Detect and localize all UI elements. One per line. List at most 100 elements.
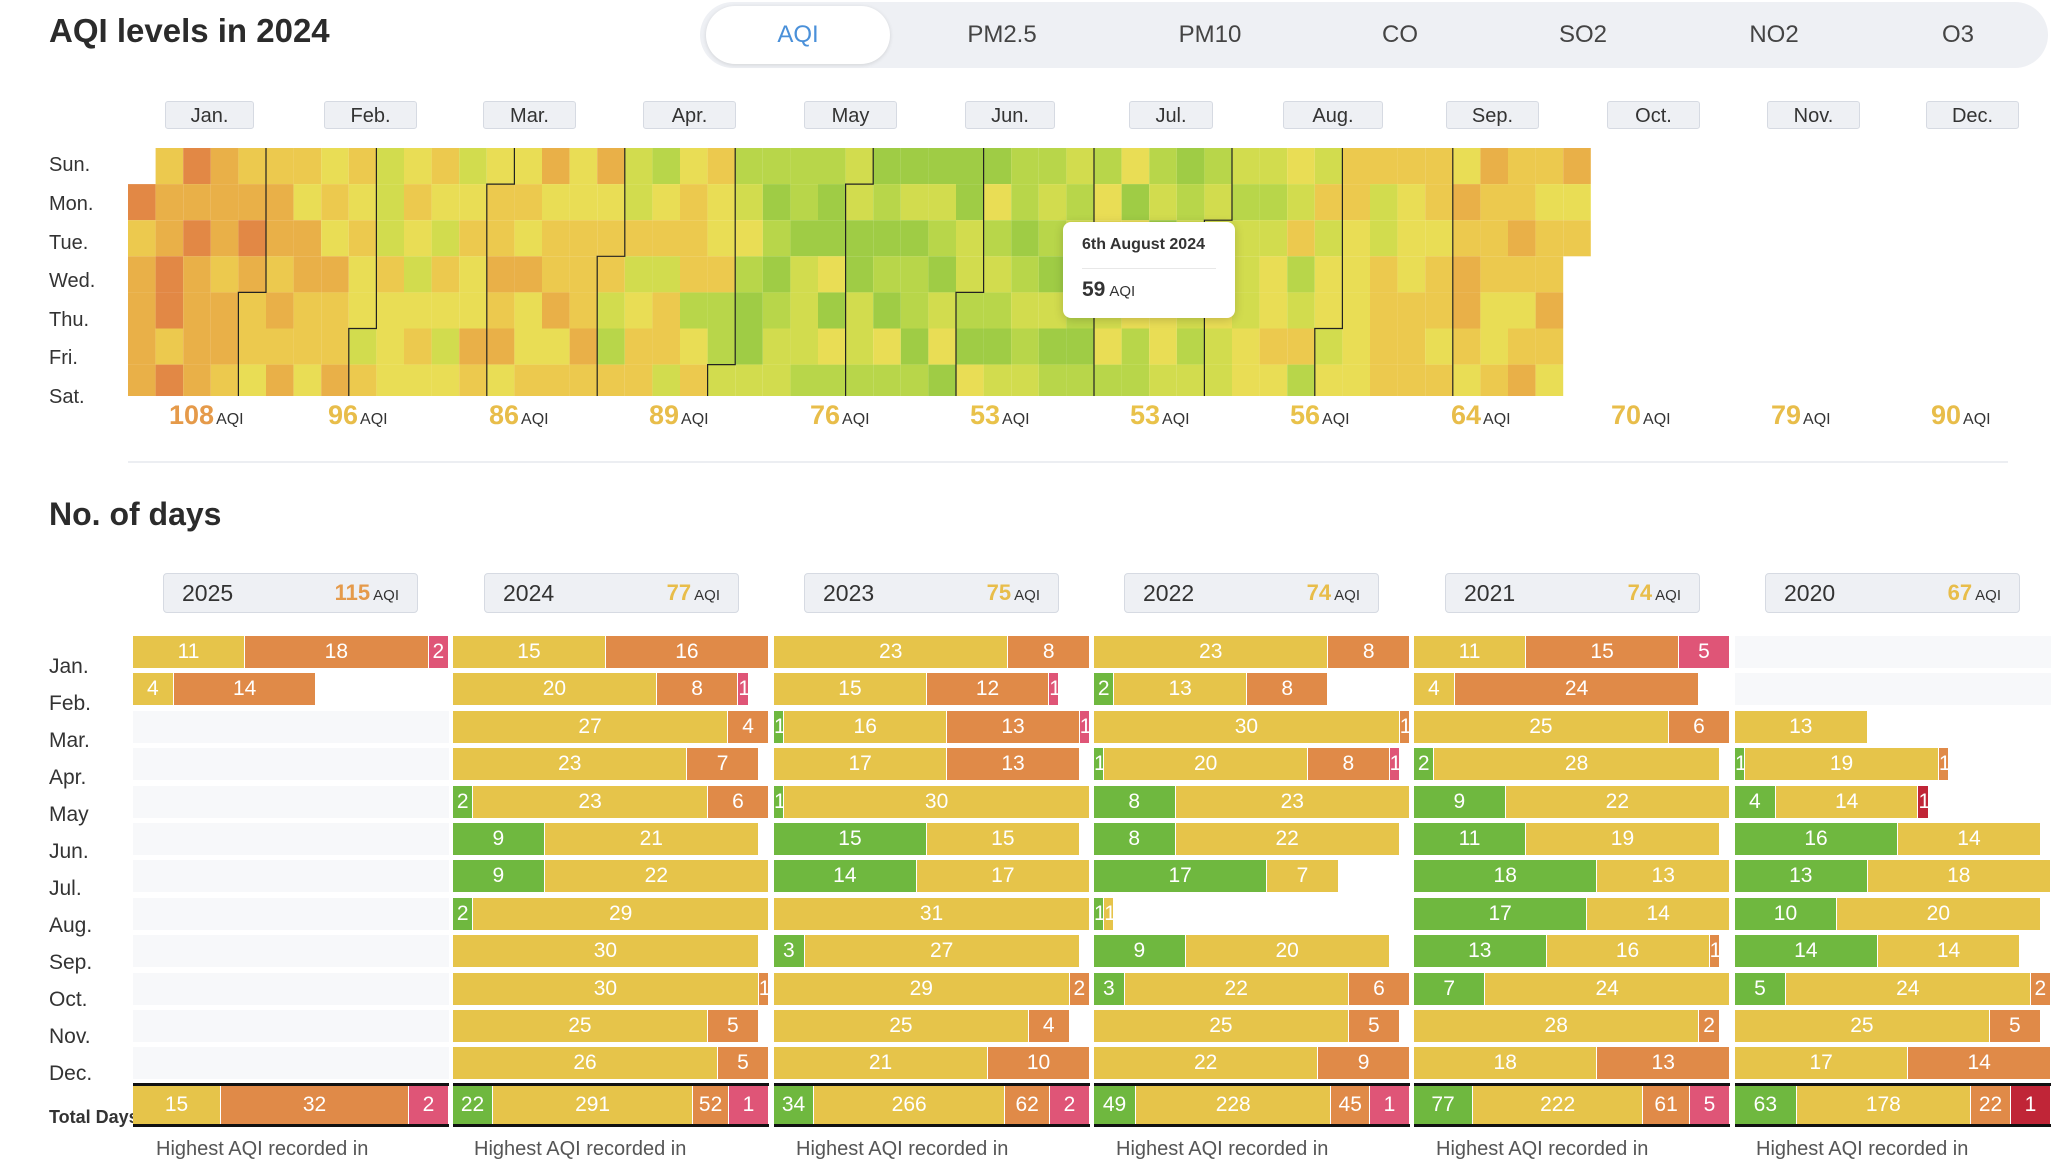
calendar-day-cell[interactable]	[597, 256, 625, 293]
calendar-day-cell[interactable]	[735, 256, 763, 293]
calendar-day-cell[interactable]	[542, 328, 570, 365]
total-bar-segment[interactable]: 22	[1971, 1086, 2010, 1124]
bar-segment[interactable]: 14	[1908, 1047, 2050, 1080]
calendar-day-cell[interactable]	[735, 220, 763, 257]
calendar-day-cell[interactable]	[155, 184, 184, 221]
calendar-day-cell[interactable]	[790, 220, 818, 257]
calendar-day-cell[interactable]	[680, 148, 708, 185]
bar-segment[interactable]: 13	[1735, 860, 1867, 893]
calendar-day-cell[interactable]	[845, 220, 874, 257]
calendar-day-cell[interactable]	[680, 220, 708, 257]
calendar-day-cell[interactable]	[293, 220, 322, 257]
bar-segment[interactable]: 16	[1735, 823, 1898, 855]
calendar-day-cell[interactable]	[183, 364, 211, 396]
calendar-day-cell[interactable]	[597, 220, 625, 257]
calendar-day-cell[interactable]	[1452, 328, 1481, 365]
bar-segment[interactable]: 13	[1735, 710, 1867, 743]
calendar-day-cell[interactable]	[597, 328, 625, 365]
calendar-day-cell[interactable]	[1066, 148, 1094, 185]
bar-segment[interactable]: 15	[1526, 636, 1679, 668]
bar-segment[interactable]: 27	[804, 935, 1079, 968]
calendar-day-cell[interactable]	[1287, 364, 1315, 396]
calendar-day-cell[interactable]	[873, 220, 901, 257]
calendar-day-cell[interactable]	[155, 364, 184, 396]
calendar-day-cell[interactable]	[569, 364, 598, 396]
bar-segment[interactable]: 13	[1597, 860, 1729, 893]
calendar-day-cell[interactable]	[1204, 364, 1232, 396]
calendar-day-cell[interactable]	[845, 148, 874, 185]
calendar-day-cell[interactable]	[459, 256, 487, 293]
calendar-day-cell[interactable]	[983, 292, 1012, 329]
calendar-day-cell[interactable]	[266, 220, 294, 257]
calendar-day-cell[interactable]	[1149, 328, 1177, 365]
calendar-day-cell[interactable]	[900, 256, 929, 293]
bar-segment[interactable]: 5	[707, 1010, 758, 1042]
bar-segment[interactable]: 14	[1898, 823, 2040, 855]
calendar-day-cell[interactable]	[928, 148, 956, 185]
calendar-day-cell[interactable]	[1232, 328, 1260, 365]
total-bar-segment[interactable]: 266	[814, 1086, 1005, 1124]
bar-segment[interactable]: 25	[1735, 1010, 1989, 1042]
calendar-day-cell[interactable]	[210, 184, 239, 221]
bar-segment[interactable]: 1	[1079, 710, 1089, 743]
calendar-day-cell[interactable]	[431, 256, 460, 293]
bar-segment[interactable]: 15	[453, 636, 605, 668]
calendar-day-cell[interactable]	[486, 256, 515, 293]
bar-segment[interactable]: 14	[1587, 897, 1729, 930]
tab-pm25[interactable]: PM2.5	[967, 21, 1037, 48]
bar-segment[interactable]: 25	[774, 1010, 1028, 1042]
calendar-day-cell[interactable]	[321, 292, 349, 329]
bar-segment[interactable]: 17	[774, 748, 947, 781]
calendar-day-cell[interactable]	[1370, 184, 1398, 221]
calendar-day-cell[interactable]	[1314, 292, 1343, 329]
bar-segment[interactable]: 7	[1414, 972, 1485, 1005]
calendar-day-cell[interactable]	[183, 220, 211, 257]
calendar-day-cell[interactable]	[707, 292, 736, 329]
calendar-day-cell[interactable]	[983, 328, 1012, 365]
calendar-day-cell[interactable]	[128, 184, 156, 221]
calendar-day-cell[interactable]	[1314, 328, 1343, 365]
calendar-day-cell[interactable]	[956, 328, 984, 365]
calendar-day-cell[interactable]	[1011, 328, 1039, 365]
calendar-day-cell[interactable]	[128, 220, 156, 257]
bar-segment[interactable]: 21	[544, 823, 758, 855]
calendar-day-cell[interactable]	[1094, 328, 1122, 365]
total-bar-segment[interactable]: 22	[453, 1086, 492, 1124]
bar-segment[interactable]: 8	[656, 673, 738, 706]
bar-segment[interactable]: 18	[1414, 860, 1597, 893]
bar-segment[interactable]: 1	[1049, 673, 1059, 706]
bar-segment[interactable]: 4	[1414, 673, 1454, 706]
calendar-day-cell[interactable]	[321, 220, 349, 257]
calendar-day-cell[interactable]	[293, 256, 322, 293]
calendar-day-cell[interactable]	[928, 220, 956, 257]
calendar-day-cell[interactable]	[1038, 184, 1067, 221]
calendar-day-cell[interactable]	[1094, 364, 1122, 396]
calendar-day-cell[interactable]	[514, 292, 542, 329]
calendar-day-cell[interactable]	[1121, 364, 1150, 396]
bar-segment[interactable]: 20	[453, 673, 656, 706]
total-bar-segment[interactable]: 52	[693, 1086, 728, 1124]
calendar-day-cell[interactable]	[652, 364, 680, 396]
bar-segment[interactable]: 9	[1414, 785, 1505, 818]
calendar-day-cell[interactable]	[956, 148, 984, 185]
calendar-day-cell[interactable]	[569, 328, 598, 365]
calendar-day-cell[interactable]	[1397, 256, 1426, 293]
calendar-day-cell[interactable]	[431, 184, 460, 221]
calendar-day-cell[interactable]	[707, 220, 736, 257]
bar-segment[interactable]: 18	[1867, 860, 2050, 893]
calendar-day-cell[interactable]	[459, 292, 487, 329]
calendar-day-cell[interactable]	[293, 184, 322, 221]
calendar-day-cell[interactable]	[1287, 148, 1315, 185]
bar-segment[interactable]: 1	[1104, 897, 1114, 930]
calendar-day-cell[interactable]	[1287, 184, 1315, 221]
calendar-day-cell[interactable]	[155, 292, 184, 329]
calendar-day-cell[interactable]	[1011, 184, 1039, 221]
bar-segment[interactable]: 8	[1094, 823, 1175, 855]
bar-segment[interactable]: 11	[133, 636, 245, 668]
bar-segment[interactable]: 2	[428, 636, 448, 668]
calendar-day-cell[interactable]	[873, 328, 901, 365]
bar-segment[interactable]: 11	[1414, 636, 1526, 668]
calendar-day-cell[interactable]	[1066, 184, 1094, 221]
calendar-day-cell[interactable]	[900, 328, 929, 365]
calendar-day-cell[interactable]	[459, 148, 487, 185]
